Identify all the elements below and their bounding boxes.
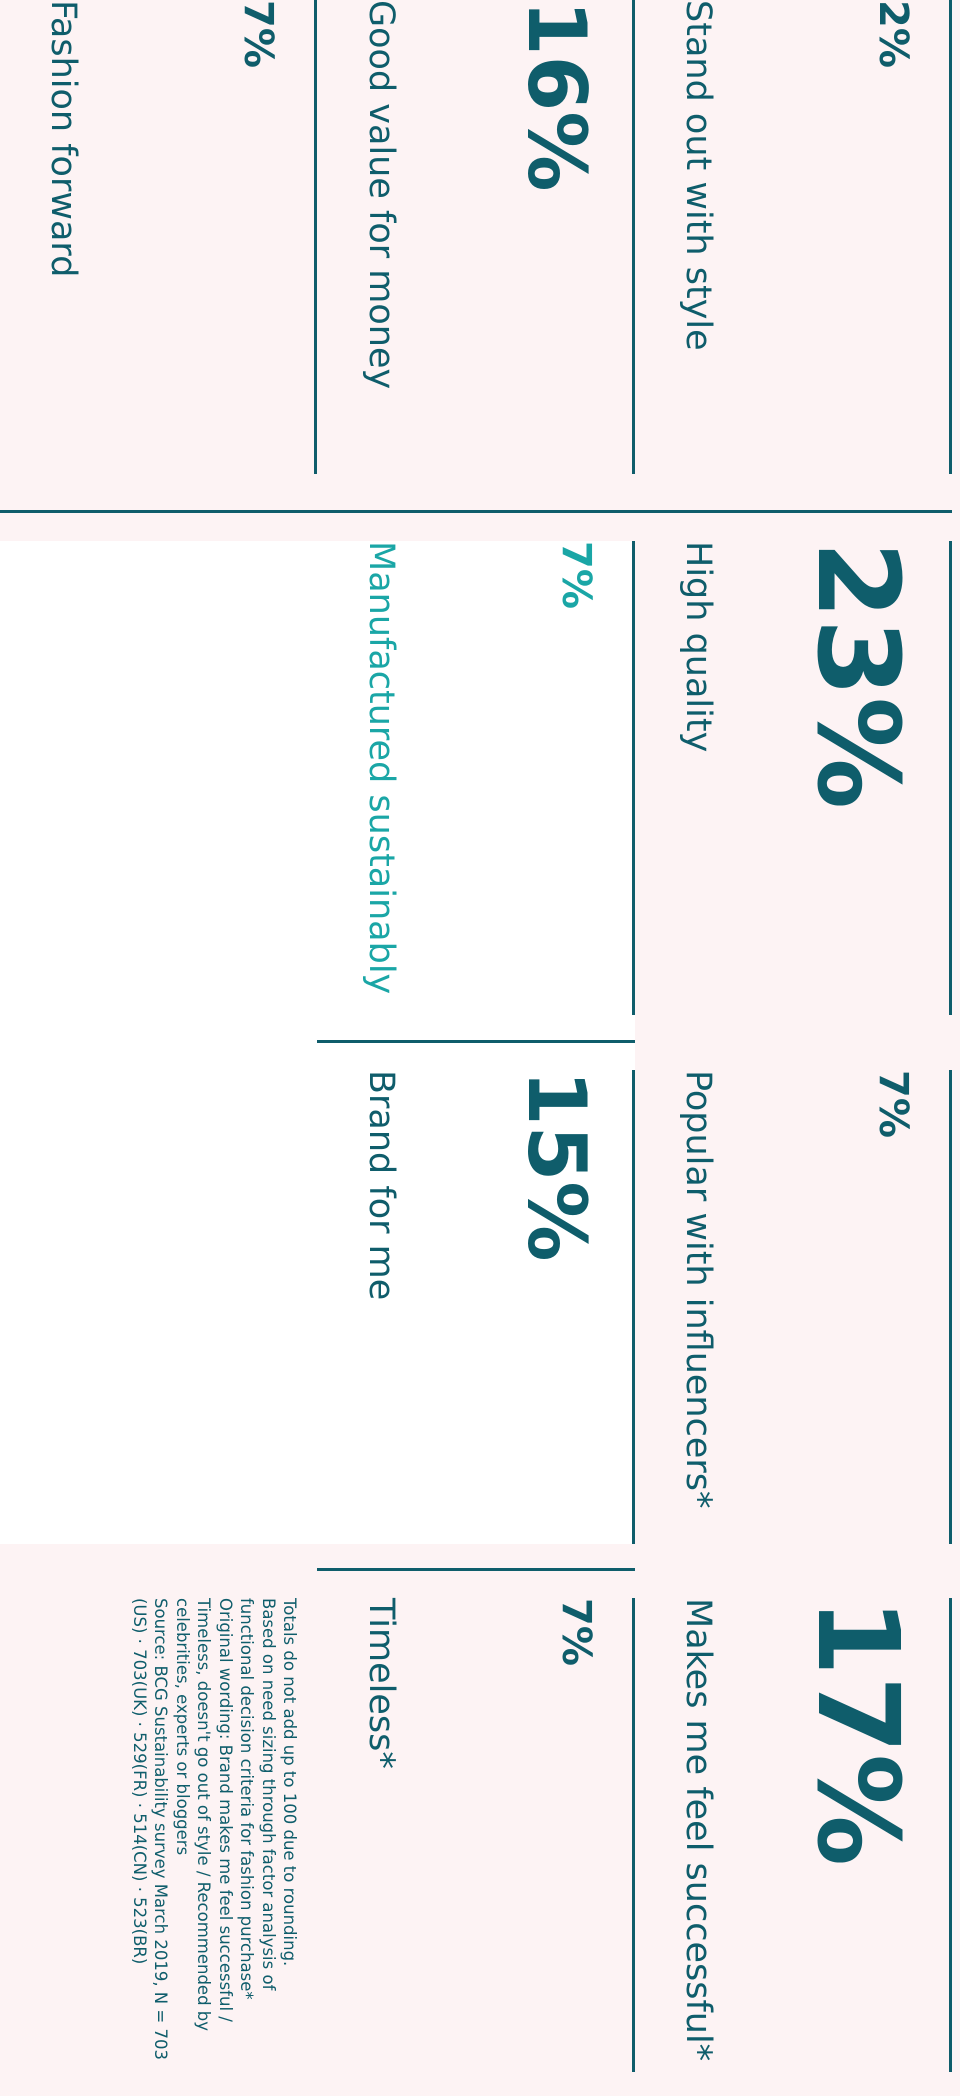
percentage: 23%: [792, 541, 922, 810]
label: Timeless*: [361, 1598, 401, 1769]
percentage: 7%: [235, 0, 281, 68]
cell: 7% Popular with influencers*: [634, 1070, 952, 1544]
footnote: Based on need sizing through factor anal…: [237, 1598, 278, 2000]
separator: [0, 510, 952, 513]
label: Good value for money: [361, 0, 401, 390]
label: Makes me feel successful*: [678, 1598, 718, 2062]
cell: 7% Timeless*: [317, 1598, 635, 2072]
label: Brand for me: [361, 1070, 401, 1301]
footnote: Original wording: Brand makes me feel su…: [172, 1598, 235, 2032]
label: Manufactured sustainably: [361, 541, 401, 995]
cell: 16% Good value for money: [317, 0, 635, 474]
cell: 15% Brand for me: [317, 1070, 635, 1544]
separator: [317, 1040, 635, 1043]
label: Stand out with style: [678, 0, 718, 351]
footnotes: Totals do not add up to 100 due to round…: [129, 1598, 301, 2068]
percentage: 2%: [870, 0, 916, 68]
label: Fashion forward: [43, 0, 83, 278]
percentage: 15%: [510, 1070, 603, 1262]
footnote: Source: BCG Sustainability survey March …: [129, 1598, 171, 2060]
percentage: 17%: [792, 1598, 922, 1867]
cell: 23% High quality: [634, 541, 952, 1015]
cell: 7% Manufactured sustainably: [317, 541, 635, 1015]
percentage: 7%: [553, 1598, 599, 1666]
percentage: 16%: [510, 0, 603, 192]
cell: 17% Makes me feel successful*: [634, 1598, 952, 2072]
label: High quality: [678, 541, 718, 753]
separator: [317, 1568, 635, 1571]
cell: 7% Fashion forward: [0, 0, 317, 474]
percentage: 7%: [553, 541, 599, 609]
label: Popular with influencers*: [678, 1070, 718, 1509]
footnote: Totals do not add up to 100 due to round…: [280, 1598, 299, 1967]
percentage: 7%: [870, 1070, 916, 1138]
cell: 2% Stand out with style: [634, 0, 952, 474]
